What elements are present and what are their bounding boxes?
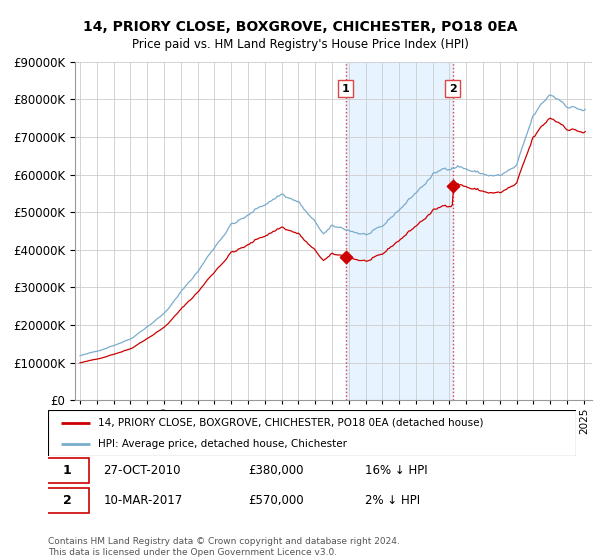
Text: 2: 2 — [449, 83, 457, 94]
Text: 1: 1 — [342, 83, 350, 94]
Text: 10-MAR-2017: 10-MAR-2017 — [103, 494, 182, 507]
Text: 27-OCT-2010: 27-OCT-2010 — [103, 464, 181, 478]
Text: 16% ↓ HPI: 16% ↓ HPI — [365, 464, 427, 478]
FancyBboxPatch shape — [46, 488, 89, 513]
Text: 14, PRIORY CLOSE, BOXGROVE, CHICHESTER, PO18 0EA (detached house): 14, PRIORY CLOSE, BOXGROVE, CHICHESTER, … — [98, 418, 484, 428]
Text: 14, PRIORY CLOSE, BOXGROVE, CHICHESTER, PO18 0EA: 14, PRIORY CLOSE, BOXGROVE, CHICHESTER, … — [83, 20, 517, 34]
Text: 1: 1 — [62, 464, 71, 478]
Text: £380,000: £380,000 — [248, 464, 304, 478]
Point — [448, 181, 457, 190]
FancyBboxPatch shape — [48, 410, 576, 456]
Text: HPI: Average price, detached house, Chichester: HPI: Average price, detached house, Chic… — [98, 439, 347, 449]
Text: £570,000: £570,000 — [248, 494, 304, 507]
Text: 2% ↓ HPI: 2% ↓ HPI — [365, 494, 420, 507]
Bar — [346, 62, 452, 400]
Text: Contains HM Land Registry data © Crown copyright and database right 2024.
This d: Contains HM Land Registry data © Crown c… — [48, 537, 400, 557]
Text: Price paid vs. HM Land Registry's House Price Index (HPI): Price paid vs. HM Land Registry's House … — [131, 38, 469, 50]
FancyBboxPatch shape — [46, 459, 89, 483]
Text: 2: 2 — [62, 494, 71, 507]
Point — [341, 253, 350, 262]
